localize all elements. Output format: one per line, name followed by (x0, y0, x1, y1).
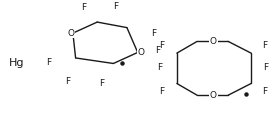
Text: F: F (155, 46, 160, 55)
Text: O: O (138, 48, 145, 57)
Text: O: O (67, 29, 74, 38)
Text: O: O (210, 91, 217, 100)
Text: F: F (81, 3, 86, 12)
Text: F: F (160, 87, 165, 96)
Text: F: F (114, 2, 119, 11)
Text: F: F (65, 77, 70, 86)
Text: F: F (157, 63, 162, 72)
Text: F: F (99, 79, 104, 88)
Text: F: F (151, 29, 156, 38)
Text: F: F (46, 58, 51, 67)
Text: F: F (262, 87, 267, 96)
Text: Hg: Hg (8, 59, 24, 68)
Text: F: F (160, 41, 165, 50)
Text: F: F (263, 63, 268, 72)
Text: O: O (210, 37, 217, 46)
Text: F: F (262, 41, 267, 50)
